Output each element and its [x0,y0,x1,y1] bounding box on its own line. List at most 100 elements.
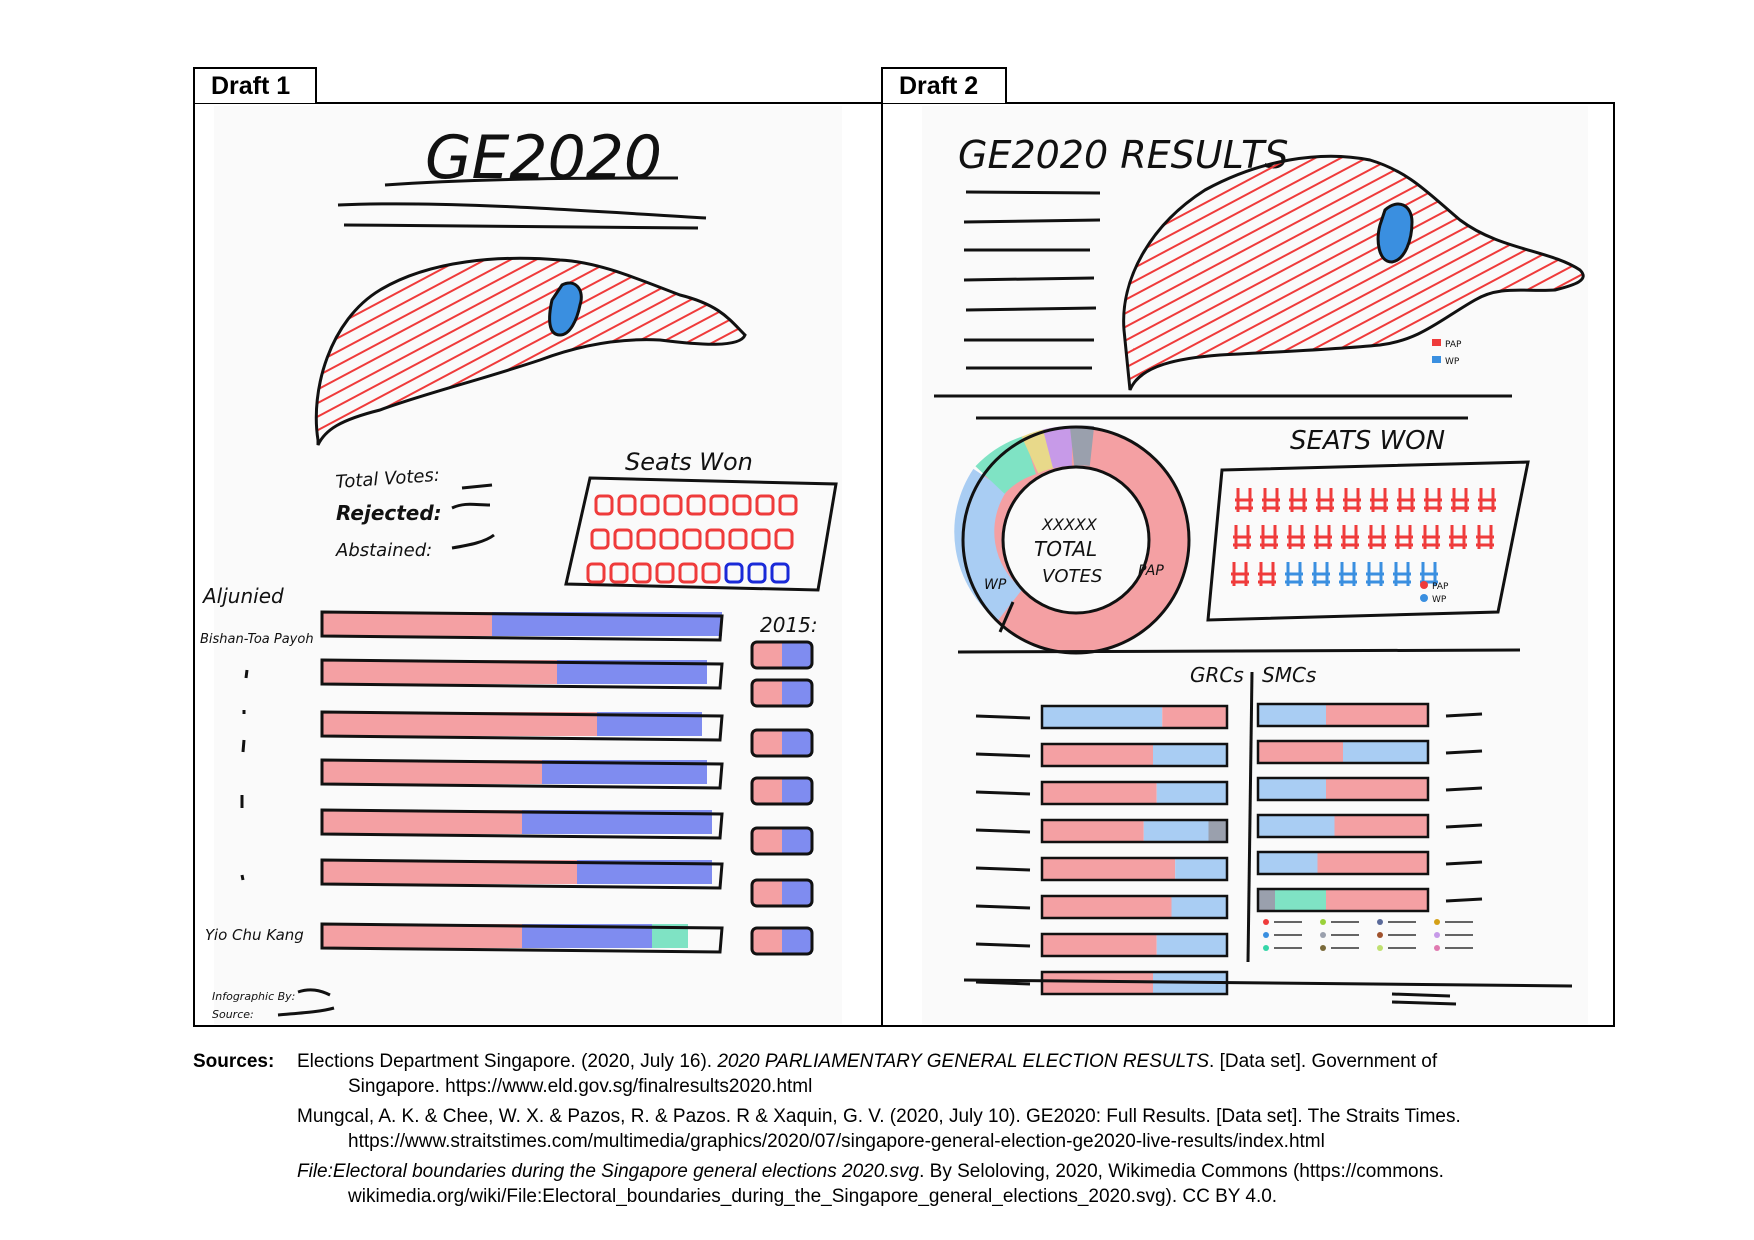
bar-segment-pap [752,642,782,668]
draft1-2015-bars [750,640,814,956]
bar-segment-wp [1171,896,1227,918]
bar-segment-pap [752,928,782,954]
draft2-seat-grid [1231,488,1496,586]
source-entry-text: Mungcal, A. K. & Chee, W. X. & Pazos, R.… [297,1106,1461,1127]
bar-outline [1256,887,1430,913]
bar-segment-pap [1162,706,1227,728]
bar-label-line [975,828,1031,834]
draft1-footer-infographic-by: Infographic By: [212,990,295,1003]
bar-segment-wp [1258,704,1326,726]
draft2-seat-legend-wp: WP [1432,595,1447,605]
legend-dot [1377,945,1383,951]
seat-pap [678,562,698,584]
draft2-seat-legend-pap: PAP [1432,582,1449,592]
legend-dot [1320,932,1326,938]
bar-outline [320,922,724,954]
bar-segment-pap [752,828,782,854]
draft1-footer-line [277,1006,335,1017]
seat-pap [1370,488,1388,512]
draft2-smc-bars [1256,702,1483,913]
draft2-grc-bars [975,704,1229,996]
bar-segment-pap [752,680,782,706]
seat-wp [724,562,744,584]
seat-pap [1368,525,1386,549]
drafts-frame [193,102,1615,1027]
sources-label: Sources: [193,1051,275,1072]
bar-segment-pap [1042,972,1153,994]
source-entry-straits-times: Mungcal, A. K. & Chee, W. X. & Pazos, R.… [297,1104,1587,1154]
bar-outline [320,658,724,690]
bar-outline [1256,739,1430,765]
seat-pap [659,528,679,550]
bar-segment-pap [322,860,577,884]
draft2-text-lines [963,190,1101,370]
bar-label-line [975,942,1031,948]
seat-pap [632,562,652,584]
source-entry-continuation: https://www.straitstimes.com/multimedia/… [348,1131,1325,1152]
seat-pap [701,562,721,584]
draft2-smc-heading: SMCs [1262,663,1316,687]
bar-outline [750,678,814,708]
legend-dot [1434,945,1440,951]
source-entry-continuation: Singapore. https://www.eld.gov.sg/finalr… [348,1076,813,1097]
bar-segment-wp [1175,858,1227,880]
draft1-tab: Draft 1 [193,67,317,103]
bar-outline [1040,780,1229,806]
bar-segment-pap [322,760,542,784]
bar-outline [750,878,814,908]
bar-segment-pap [1326,704,1428,726]
draft1-row-label-ticks [240,669,249,881]
draft2-donut-count: XXXXX [1041,515,1098,534]
draft2-tab: Draft 2 [881,67,1007,103]
seat-pap [1476,525,1494,549]
seat-pap [1233,525,1251,549]
draft2-donut-label-pap: PAP [1138,563,1164,579]
bar-segment-pap [322,924,522,948]
seat-pap [1231,562,1249,586]
bar-segment-pap [752,880,782,906]
seat-pap [594,494,614,516]
draft1-seats-won-heading: Seats Won [625,448,753,476]
seat-pap [1314,525,1332,549]
seat-pap [1422,525,1440,549]
seat-pap [1343,488,1361,512]
bar-segment-pap [1326,778,1428,800]
seat-pap [705,528,725,550]
bar-segment-pap [1317,852,1428,874]
seat-pap [1395,525,1413,549]
draft1-sketch: GE2020 Total Votes: Rejected: Abstained:… [200,123,838,1021]
bar-outline [1040,704,1229,730]
bar-segment-pap [1042,858,1176,880]
draft2-votes-donut [954,425,1191,655]
bar-segment-wp [782,730,812,756]
bar-outline [320,858,724,890]
seat-pap [1287,525,1305,549]
seat-wp [1339,562,1357,586]
seat-pap [1449,525,1467,549]
draft2-donut-label-wp: WP [984,577,1007,593]
bar-outline [1256,850,1430,876]
bar-segment-pap [752,730,782,756]
bar-outline [750,776,814,806]
draft2-column-divider [1246,671,1254,963]
draft2-seats-won-heading: SEATS WON [1290,426,1445,456]
draft2-legend-wp: WP [1445,357,1460,367]
bar-segment-wp [782,828,812,854]
seat-pap [590,528,610,550]
draft1-footer-line [297,988,331,997]
draft2-legend-wp-swatch [1432,356,1441,363]
draft2-footer-line [1391,992,1451,998]
source-entry-wikimedia: File:Electoral boundaries during the Sin… [297,1159,1587,1209]
draft1-subtitle-line [337,202,707,220]
legend-dot [1377,932,1383,938]
bar-segment-pap [322,712,597,736]
bar-outline [750,826,814,856]
seat-wp [1312,562,1330,586]
draft2-sketch: GE2020 RESULTS PAP WP [934,133,1585,1006]
bar-segment-pap [752,778,782,804]
bar-segment-wp [1258,815,1335,837]
bar-segment-wp [1143,820,1209,842]
bar-outline [1256,702,1430,728]
bar-label-line [1445,823,1483,829]
bar-segment-wp [1042,706,1163,728]
